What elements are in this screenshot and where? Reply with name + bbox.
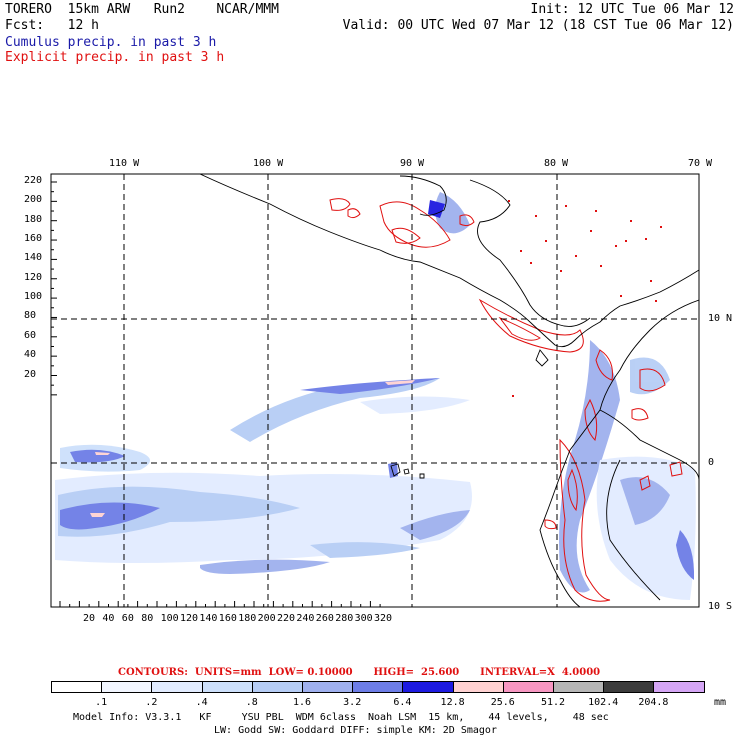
colorbar-label: 25.6	[490, 697, 515, 708]
x-tick-label: 100	[160, 613, 179, 624]
x-tick-label: 160	[218, 613, 237, 624]
legend-explicit: Explicit precip. in past 3 h	[5, 50, 225, 65]
lon-label-70w: 70 W	[688, 158, 713, 169]
legend-cumulus: Cumulus precip. in past 3 h	[5, 35, 217, 50]
y-tick-label: 80	[24, 310, 37, 322]
x-tick-label: 120	[180, 613, 199, 624]
x-tick-label: 80	[141, 613, 154, 624]
cumulus-precip-field	[55, 192, 696, 600]
graticule	[51, 174, 699, 607]
x-tick-label: 260	[315, 613, 334, 624]
x-tick-label: 220	[277, 613, 296, 624]
contours-info: CONTOURS: UNITS=mm LOW= 0.10000 HIGH= 25…	[118, 667, 601, 678]
colorbar-label: .8	[245, 697, 258, 708]
colorbar-swatch	[352, 681, 404, 693]
colorbar-swatch	[51, 681, 103, 693]
colorbar-swatch	[251, 681, 303, 693]
y-tick-label: 140	[24, 252, 43, 264]
footer-model-info: Model Info: V3.3.1 KF YSU PBL WDM 6class…	[73, 712, 609, 723]
lat-label-0: 0	[708, 457, 715, 468]
colorbar-swatch	[452, 681, 504, 693]
y-tick-label: 200	[24, 194, 43, 206]
lon-label-80w: 80 W	[544, 158, 569, 169]
colorbar-label: 12.8	[440, 697, 465, 708]
colorbar-swatch	[553, 681, 605, 693]
y-tick-label: 60	[24, 329, 37, 341]
colorbar-label: 6.4	[393, 697, 412, 708]
header-init-time: Init: 12 UTC Tue 06 Mar 12	[530, 2, 735, 17]
colorbar-swatch	[302, 681, 354, 693]
colorbar-swatch	[151, 681, 203, 693]
coastlines	[199, 174, 699, 607]
y-tick-label: 100	[24, 291, 43, 303]
tick-marks	[51, 181, 381, 607]
header-forecast-hour: Fcst: 12 h	[5, 18, 99, 33]
lat-label-10s: 10 S	[708, 601, 733, 612]
x-tick-label: 20	[83, 613, 96, 624]
colorbar-label: 3.2	[343, 697, 362, 708]
header-valid-time: Valid: 00 UTC Wed 07 Mar 12 (18 CST Tue …	[342, 18, 734, 33]
colorbar-swatch	[653, 681, 705, 693]
x-tick-label: 60	[121, 613, 134, 624]
x-tick-label: 280	[335, 613, 354, 624]
x-tick-label: 300	[354, 613, 373, 624]
colorbar-swatch	[201, 681, 253, 693]
explicit-precip-specks	[508, 200, 662, 397]
x-tick-label: 200	[257, 613, 276, 624]
x-tick-label: 140	[199, 613, 218, 624]
colorbar-label: .1	[95, 697, 108, 708]
x-tick-label: 240	[296, 613, 315, 624]
x-tick-label: 320	[374, 613, 393, 624]
colorbar-swatch	[603, 681, 655, 693]
footer-physics-info: LW: Godd SW: Goddard DIFF: simple KM: 2D…	[214, 725, 497, 736]
lon-label-110w: 110 W	[109, 158, 140, 169]
explicit-precip-contours	[329, 198, 683, 602]
colorbar-label: 102.4	[588, 697, 619, 708]
colorbar-unit: mm	[714, 697, 727, 708]
x-tick-label: 40	[102, 613, 115, 624]
colorbar-label: 51.2	[540, 697, 566, 708]
y-tick-label: 220	[24, 175, 43, 186]
x-tick-label: 180	[238, 613, 257, 624]
y-tick-label: 160	[24, 233, 43, 245]
y-tick-label: 40	[24, 349, 37, 361]
colorbar-label: 204.8	[638, 697, 669, 708]
map-frame	[50, 173, 700, 608]
lon-label-100w: 100 W	[253, 158, 284, 169]
colorbar-swatch	[101, 681, 153, 693]
colorbar-swatch	[502, 681, 554, 693]
y-tick-label: 20	[24, 368, 37, 380]
header-title: TORERO 15km ARW Run2 NCAR/MMM	[5, 2, 279, 17]
colorbar-swatch	[402, 681, 454, 693]
y-tick-label: 120	[24, 271, 43, 283]
colorbar-label: .4	[195, 697, 208, 708]
colorbar-label: .2	[145, 697, 158, 708]
lon-label-90w: 90 W	[400, 158, 425, 169]
y-tick-label: 180	[24, 213, 43, 225]
colorbar-label: 1.6	[292, 697, 312, 708]
lat-label-10n: 10 N	[708, 313, 733, 324]
